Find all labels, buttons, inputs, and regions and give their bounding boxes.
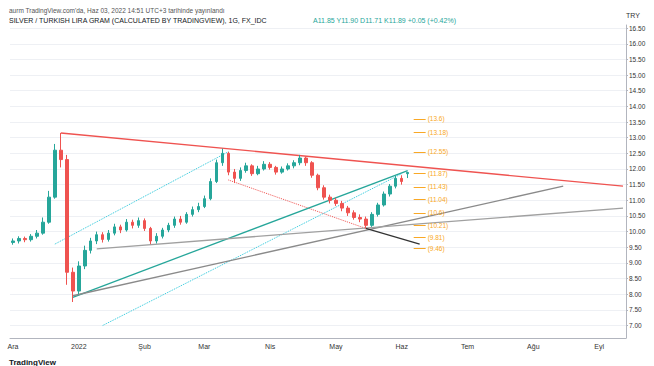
svg-text:(13.6): (13.6)	[428, 115, 445, 123]
svg-text:(13.18): (13.18)	[428, 129, 449, 137]
svg-text:2022: 2022	[71, 343, 87, 350]
svg-text:(11.43): (11.43)	[428, 183, 448, 191]
svg-text:May: May	[329, 343, 343, 351]
svg-text:10.50: 10.50	[629, 212, 646, 219]
svg-text:9.50: 9.50	[629, 244, 642, 251]
svg-text:TradingView: TradingView	[9, 358, 57, 366]
svg-text:10.00: 10.00	[629, 228, 646, 235]
svg-text:8.50: 8.50	[629, 275, 642, 282]
svg-text:Nis: Nis	[265, 343, 276, 350]
svg-text:Mar: Mar	[198, 343, 211, 350]
svg-text:(11.04): (11.04)	[428, 196, 448, 204]
svg-text:13.50: 13.50	[629, 119, 646, 126]
svg-text:(9.81): (9.81)	[428, 234, 445, 242]
svg-text:9.00: 9.00	[629, 259, 642, 266]
svg-text:12.00: 12.00	[629, 165, 646, 172]
svg-text:Şub: Şub	[138, 343, 151, 351]
svg-text:Tem: Tem	[461, 343, 474, 350]
svg-text:Haz: Haz	[396, 343, 409, 350]
svg-text:16.00: 16.00	[629, 40, 646, 47]
svg-text:A11.85 Y11.90 D11.71 K11.89 +0: A11.85 Y11.90 D11.71 K11.89 +0.05 (+0.42…	[313, 17, 456, 25]
svg-text:16.50: 16.50	[629, 25, 646, 32]
svg-text:(10.21): (10.21)	[428, 222, 449, 230]
svg-text:14.50: 14.50	[629, 87, 646, 94]
svg-text:11.00: 11.00	[629, 197, 645, 204]
svg-text:(12.55): (12.55)	[428, 148, 449, 156]
svg-text:13.00: 13.00	[629, 134, 646, 141]
svg-text:Eyl: Eyl	[594, 343, 604, 351]
svg-text:12.50: 12.50	[629, 150, 646, 157]
svg-text:Ağu: Ağu	[527, 343, 540, 351]
svg-text:aurm TradingView.com'da, Haz 0: aurm TradingView.com'da, Haz 03, 2022 14…	[9, 7, 225, 15]
svg-text:SILVER / TURKISH LIRA GRAM (CA: SILVER / TURKISH LIRA GRAM (CALCULATED B…	[9, 17, 267, 25]
svg-text:7.50: 7.50	[629, 306, 642, 313]
svg-text:15.00: 15.00	[629, 72, 646, 79]
svg-text:Ara: Ara	[8, 343, 19, 350]
svg-text:(10.6): (10.6)	[428, 209, 445, 217]
svg-text:(9.46): (9.46)	[428, 245, 445, 253]
svg-text:8.00: 8.00	[629, 291, 642, 298]
svg-text:11.50: 11.50	[629, 181, 645, 188]
svg-text:7.00: 7.00	[629, 322, 642, 329]
svg-text:14.00: 14.00	[629, 103, 646, 110]
svg-text:(11.87): (11.87)	[428, 170, 448, 178]
svg-text:15.50: 15.50	[629, 56, 646, 63]
svg-text:TRY: TRY	[626, 12, 640, 19]
